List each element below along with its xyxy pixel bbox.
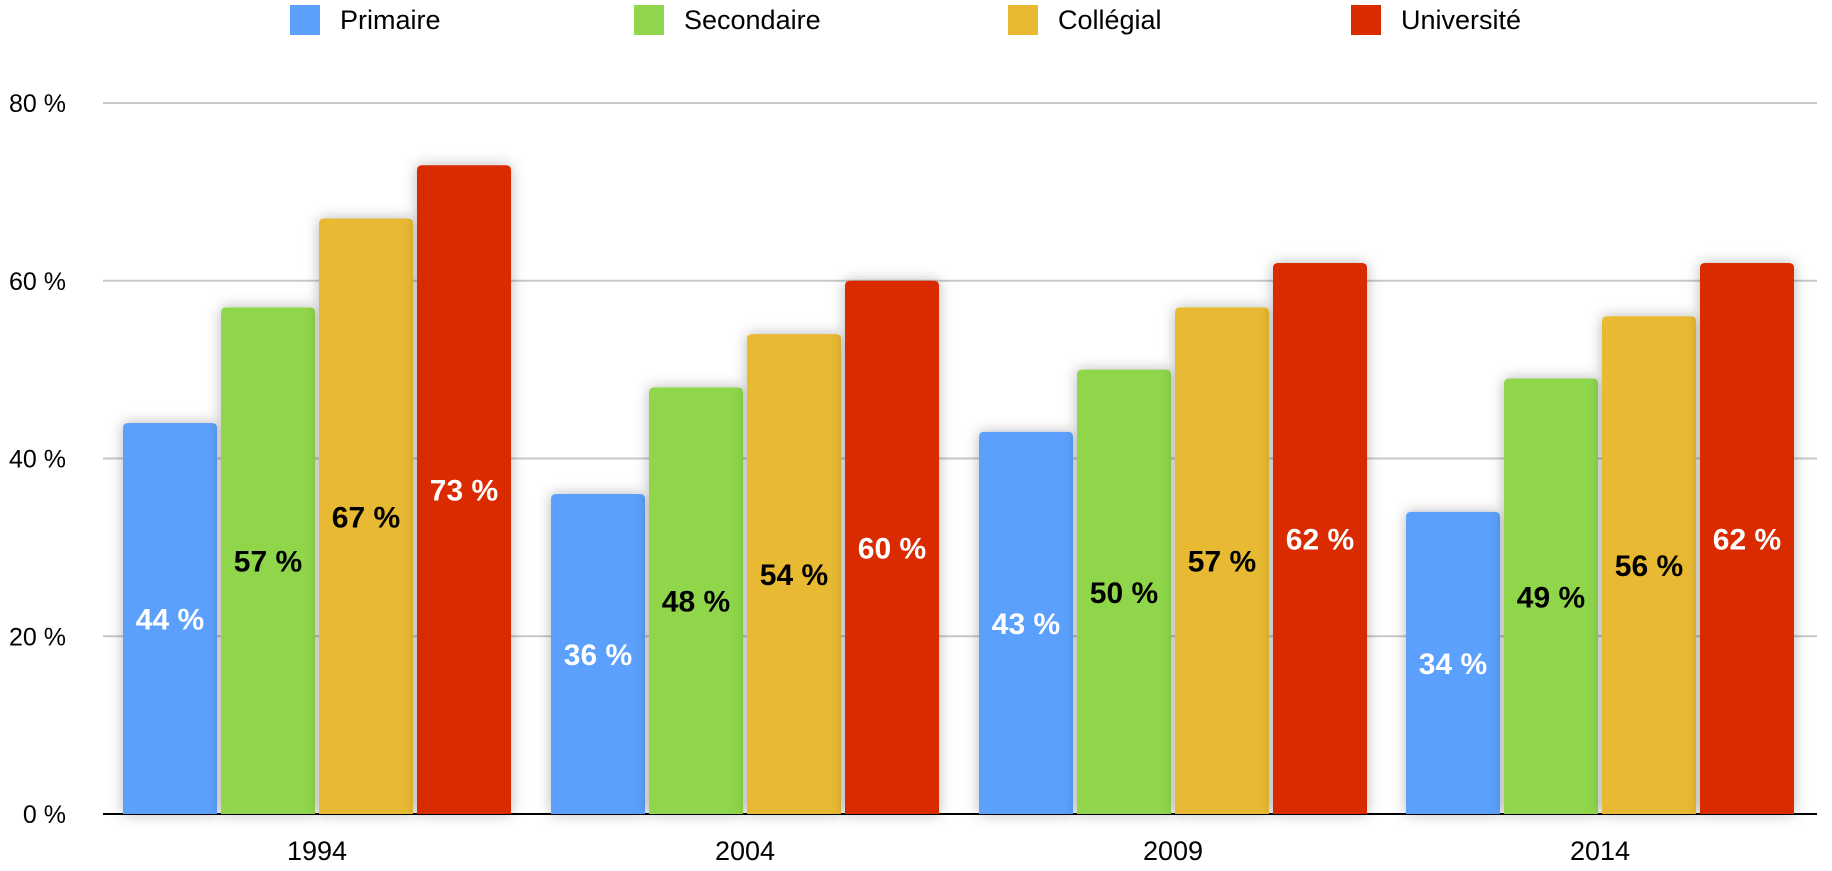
y-tick-label: 40 % bbox=[9, 446, 66, 474]
y-axis: 0 % 20 % 40 % 60 % 80 % bbox=[9, 90, 66, 829]
y-tick-label: 20 % bbox=[9, 623, 66, 651]
bar-secondaire-2014 bbox=[1504, 378, 1598, 814]
bar-primaire-2004 bbox=[551, 494, 645, 814]
value-label-primaire-2014: 34 % bbox=[1419, 648, 1487, 681]
y-tick-label: 80 % bbox=[9, 90, 66, 118]
value-label-primaire-2009: 43 % bbox=[992, 608, 1060, 641]
x-tick-label-2004: 2004 bbox=[715, 836, 775, 866]
value-label-universite-1994: 73 % bbox=[430, 475, 498, 508]
bar-collegial-2009 bbox=[1175, 307, 1269, 814]
bars bbox=[123, 165, 1794, 815]
value-label-collegial-1994: 67 % bbox=[332, 501, 400, 534]
bar-collegial-2014 bbox=[1602, 316, 1696, 814]
x-tick-label-2014: 2014 bbox=[1570, 836, 1630, 866]
bar-primaire-1994 bbox=[123, 422, 217, 814]
value-label-universite-2009: 62 % bbox=[1286, 523, 1354, 556]
value-label-secondaire-2014: 49 % bbox=[1517, 581, 1585, 614]
legend-label-collegial: Collégial bbox=[1058, 5, 1162, 35]
legend-swatch-collegial bbox=[1008, 5, 1038, 35]
bar-universite-1994 bbox=[417, 165, 511, 814]
legend-label-secondaire: Secondaire bbox=[684, 5, 821, 35]
bar-secondaire-2004 bbox=[649, 387, 743, 814]
bar-universite-2009 bbox=[1273, 262, 1367, 815]
bar-universite-2014 bbox=[1700, 262, 1794, 815]
x-tick-label-1994: 1994 bbox=[287, 836, 347, 866]
value-label-primaire-2004: 36 % bbox=[564, 639, 632, 672]
bar-collegial-1994 bbox=[319, 218, 413, 815]
value-label-collegial-2009: 57 % bbox=[1188, 546, 1256, 579]
legend-label-universite: Université bbox=[1401, 5, 1521, 35]
y-tick-label: 60 % bbox=[9, 268, 66, 296]
value-label-secondaire-1994: 57 % bbox=[234, 546, 302, 579]
value-label-collegial-2004: 54 % bbox=[760, 559, 828, 592]
legend-label-primaire: Primaire bbox=[340, 5, 441, 35]
value-label-universite-2014: 62 % bbox=[1713, 523, 1781, 556]
legend-swatch-universite bbox=[1351, 5, 1381, 35]
value-label-secondaire-2009: 50 % bbox=[1090, 577, 1158, 610]
value-labels: 44 % 57 % 67 % 73 % 36 % 48 % 54 % 60 % 43 % 50 %… bbox=[136, 475, 1781, 681]
value-label-primaire-1994: 44 % bbox=[136, 603, 204, 636]
legend: Primaire Secondaire Collégial Université bbox=[290, 5, 1521, 35]
value-label-universite-2004: 60 % bbox=[858, 532, 926, 565]
bar-primaire-2009 bbox=[979, 431, 1073, 814]
value-label-collegial-2014: 56 % bbox=[1615, 550, 1683, 583]
bar-secondaire-1994 bbox=[221, 307, 315, 814]
x-axis: 1994 2004 2009 2014 bbox=[287, 836, 1630, 866]
x-tick-label-2009: 2009 bbox=[1143, 836, 1203, 866]
bar-primaire-2014 bbox=[1406, 511, 1500, 814]
bar-collegial-2004 bbox=[747, 334, 841, 814]
bar-universite-2004 bbox=[845, 280, 939, 814]
bar-secondaire-2009 bbox=[1077, 369, 1171, 814]
y-tick-label: 0 % bbox=[23, 801, 66, 829]
legend-swatch-primaire bbox=[290, 5, 320, 35]
legend-swatch-secondaire bbox=[634, 5, 664, 35]
value-label-secondaire-2004: 48 % bbox=[662, 586, 730, 619]
